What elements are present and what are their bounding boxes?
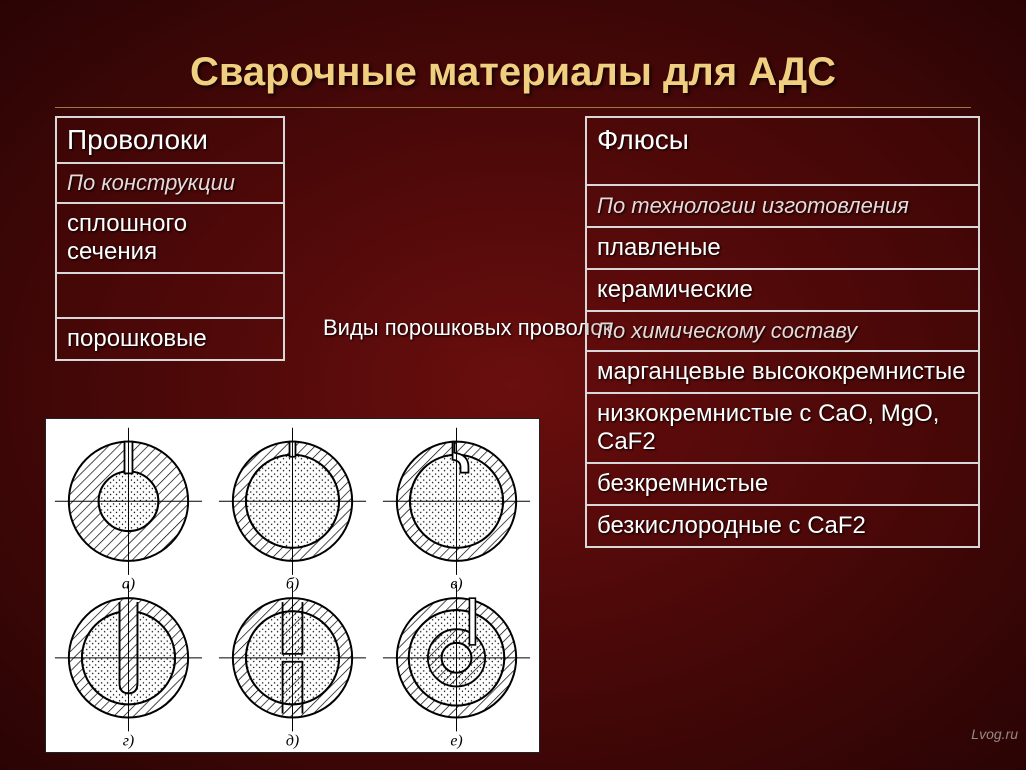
flux-header: Флюсы [585,116,980,186]
flux-item-1-3: безкислородные c CaF2 [585,506,980,548]
svg-text:д): д) [286,732,299,749]
flux-sub-0: По технологии изготовления [585,186,980,228]
flux-item-0-0: плавленые [585,228,980,270]
content-area: Проволоки По конструкции сплошного сечен… [0,108,1026,748]
page-title: Сварочные материалы для АДС [55,0,971,108]
flux-item-1-1: низкокремнистые с CaO, MgO, CaF2 [585,394,980,464]
wires-spacer [55,274,285,319]
flux-table: Флюсы По технологии изготовления плавлен… [585,116,980,548]
wires-table: Проволоки По конструкции сплошного сечен… [55,116,285,361]
mid-label: Виды порошковых проволок [323,313,612,343]
watermark: Lvog.ru [971,726,1018,742]
wires-item-0: сплошного сечения [55,204,285,274]
svg-text:е): е) [450,732,462,749]
flux-item-0-1: керамические [585,270,980,312]
wires-header: Проволоки [55,116,285,164]
svg-text:г): г) [123,732,135,749]
flux-item-1-2: безкремнистые [585,464,980,506]
flux-sub-1: По химическому составу [585,312,980,352]
wires-item-1: порошковые [55,319,285,361]
wire-diagram: а)б)в)г)д)е) [45,418,540,753]
flux-item-1-0: марганцевые высококремнистые [585,352,980,394]
wires-sub: По конструкции [55,164,285,204]
